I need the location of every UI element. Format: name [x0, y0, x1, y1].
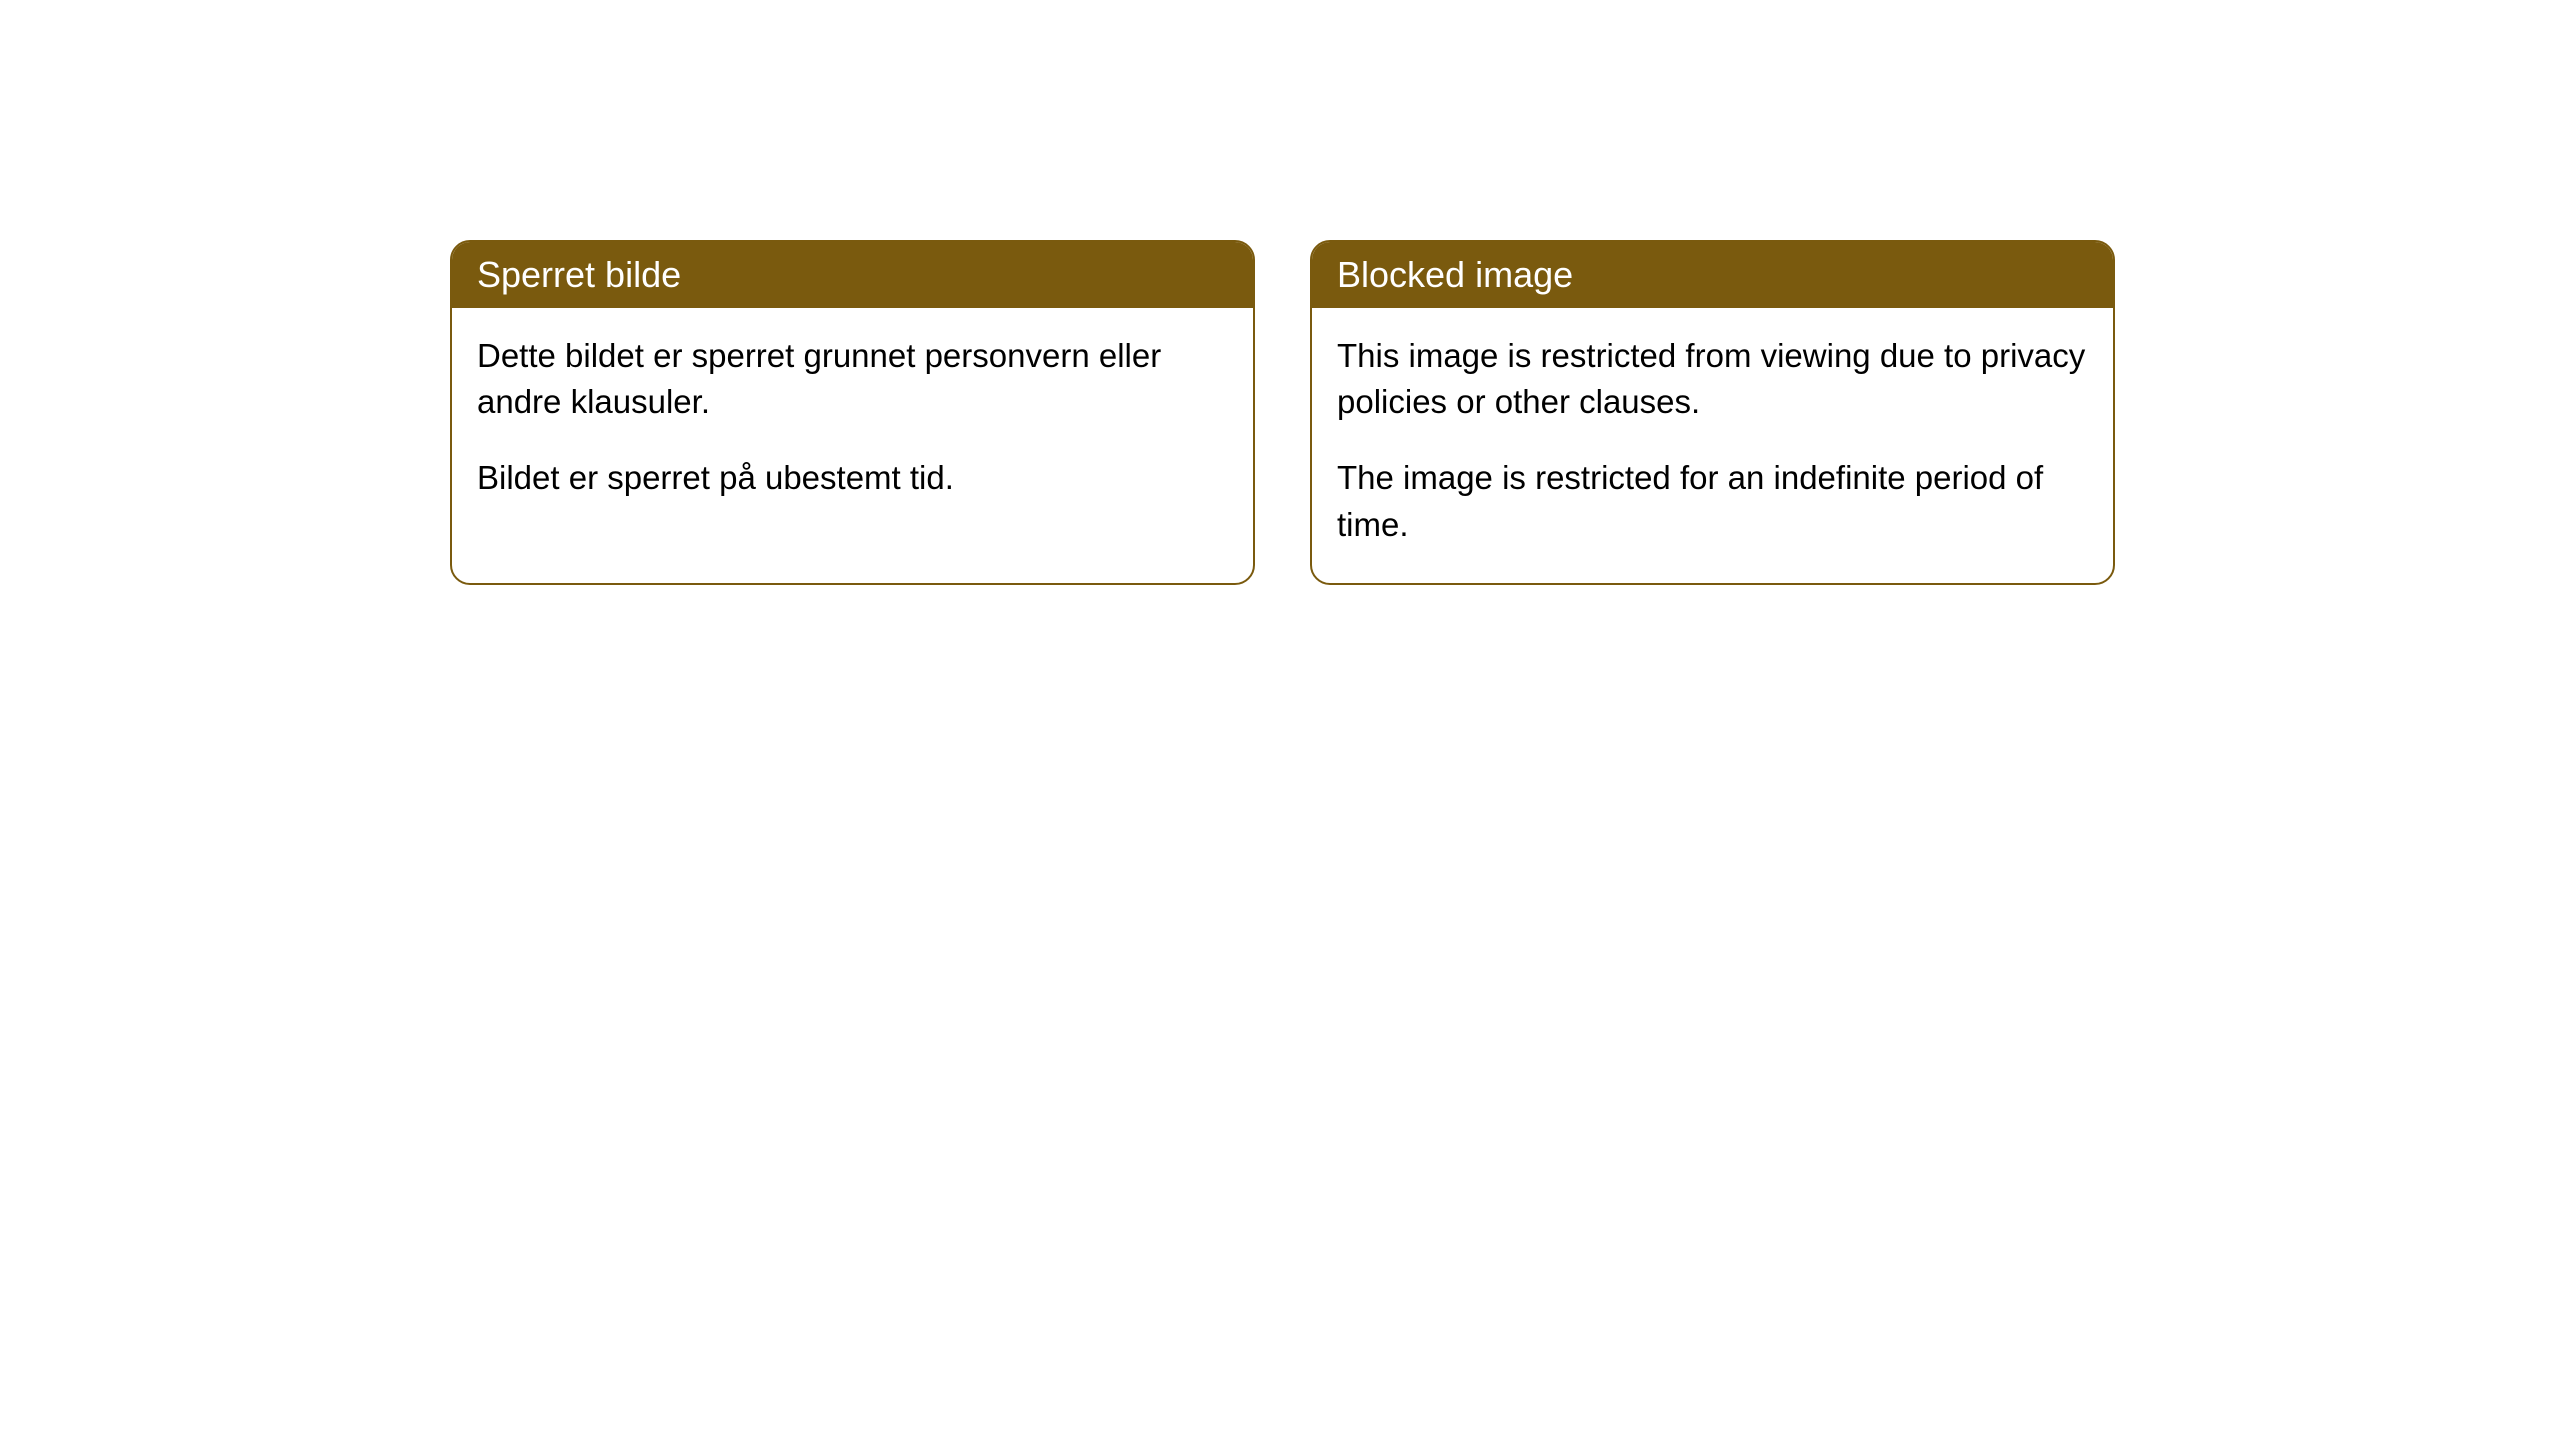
card-paragraph-en-2: The image is restricted for an indefinit… — [1337, 455, 2088, 547]
card-title-en: Blocked image — [1337, 254, 1573, 295]
blocked-image-card-no: Sperret bilde Dette bildet er sperret gr… — [450, 240, 1255, 585]
card-header-no: Sperret bilde — [452, 242, 1253, 308]
card-title-no: Sperret bilde — [477, 254, 681, 295]
card-body-no: Dette bildet er sperret grunnet personve… — [452, 308, 1253, 537]
card-paragraph-en-1: This image is restricted from viewing du… — [1337, 333, 2088, 425]
card-body-en: This image is restricted from viewing du… — [1312, 308, 2113, 583]
card-header-en: Blocked image — [1312, 242, 2113, 308]
cards-container: Sperret bilde Dette bildet er sperret gr… — [450, 240, 2560, 585]
blocked-image-card-en: Blocked image This image is restricted f… — [1310, 240, 2115, 585]
card-paragraph-no-2: Bildet er sperret på ubestemt tid. — [477, 455, 1228, 501]
card-paragraph-no-1: Dette bildet er sperret grunnet personve… — [477, 333, 1228, 425]
